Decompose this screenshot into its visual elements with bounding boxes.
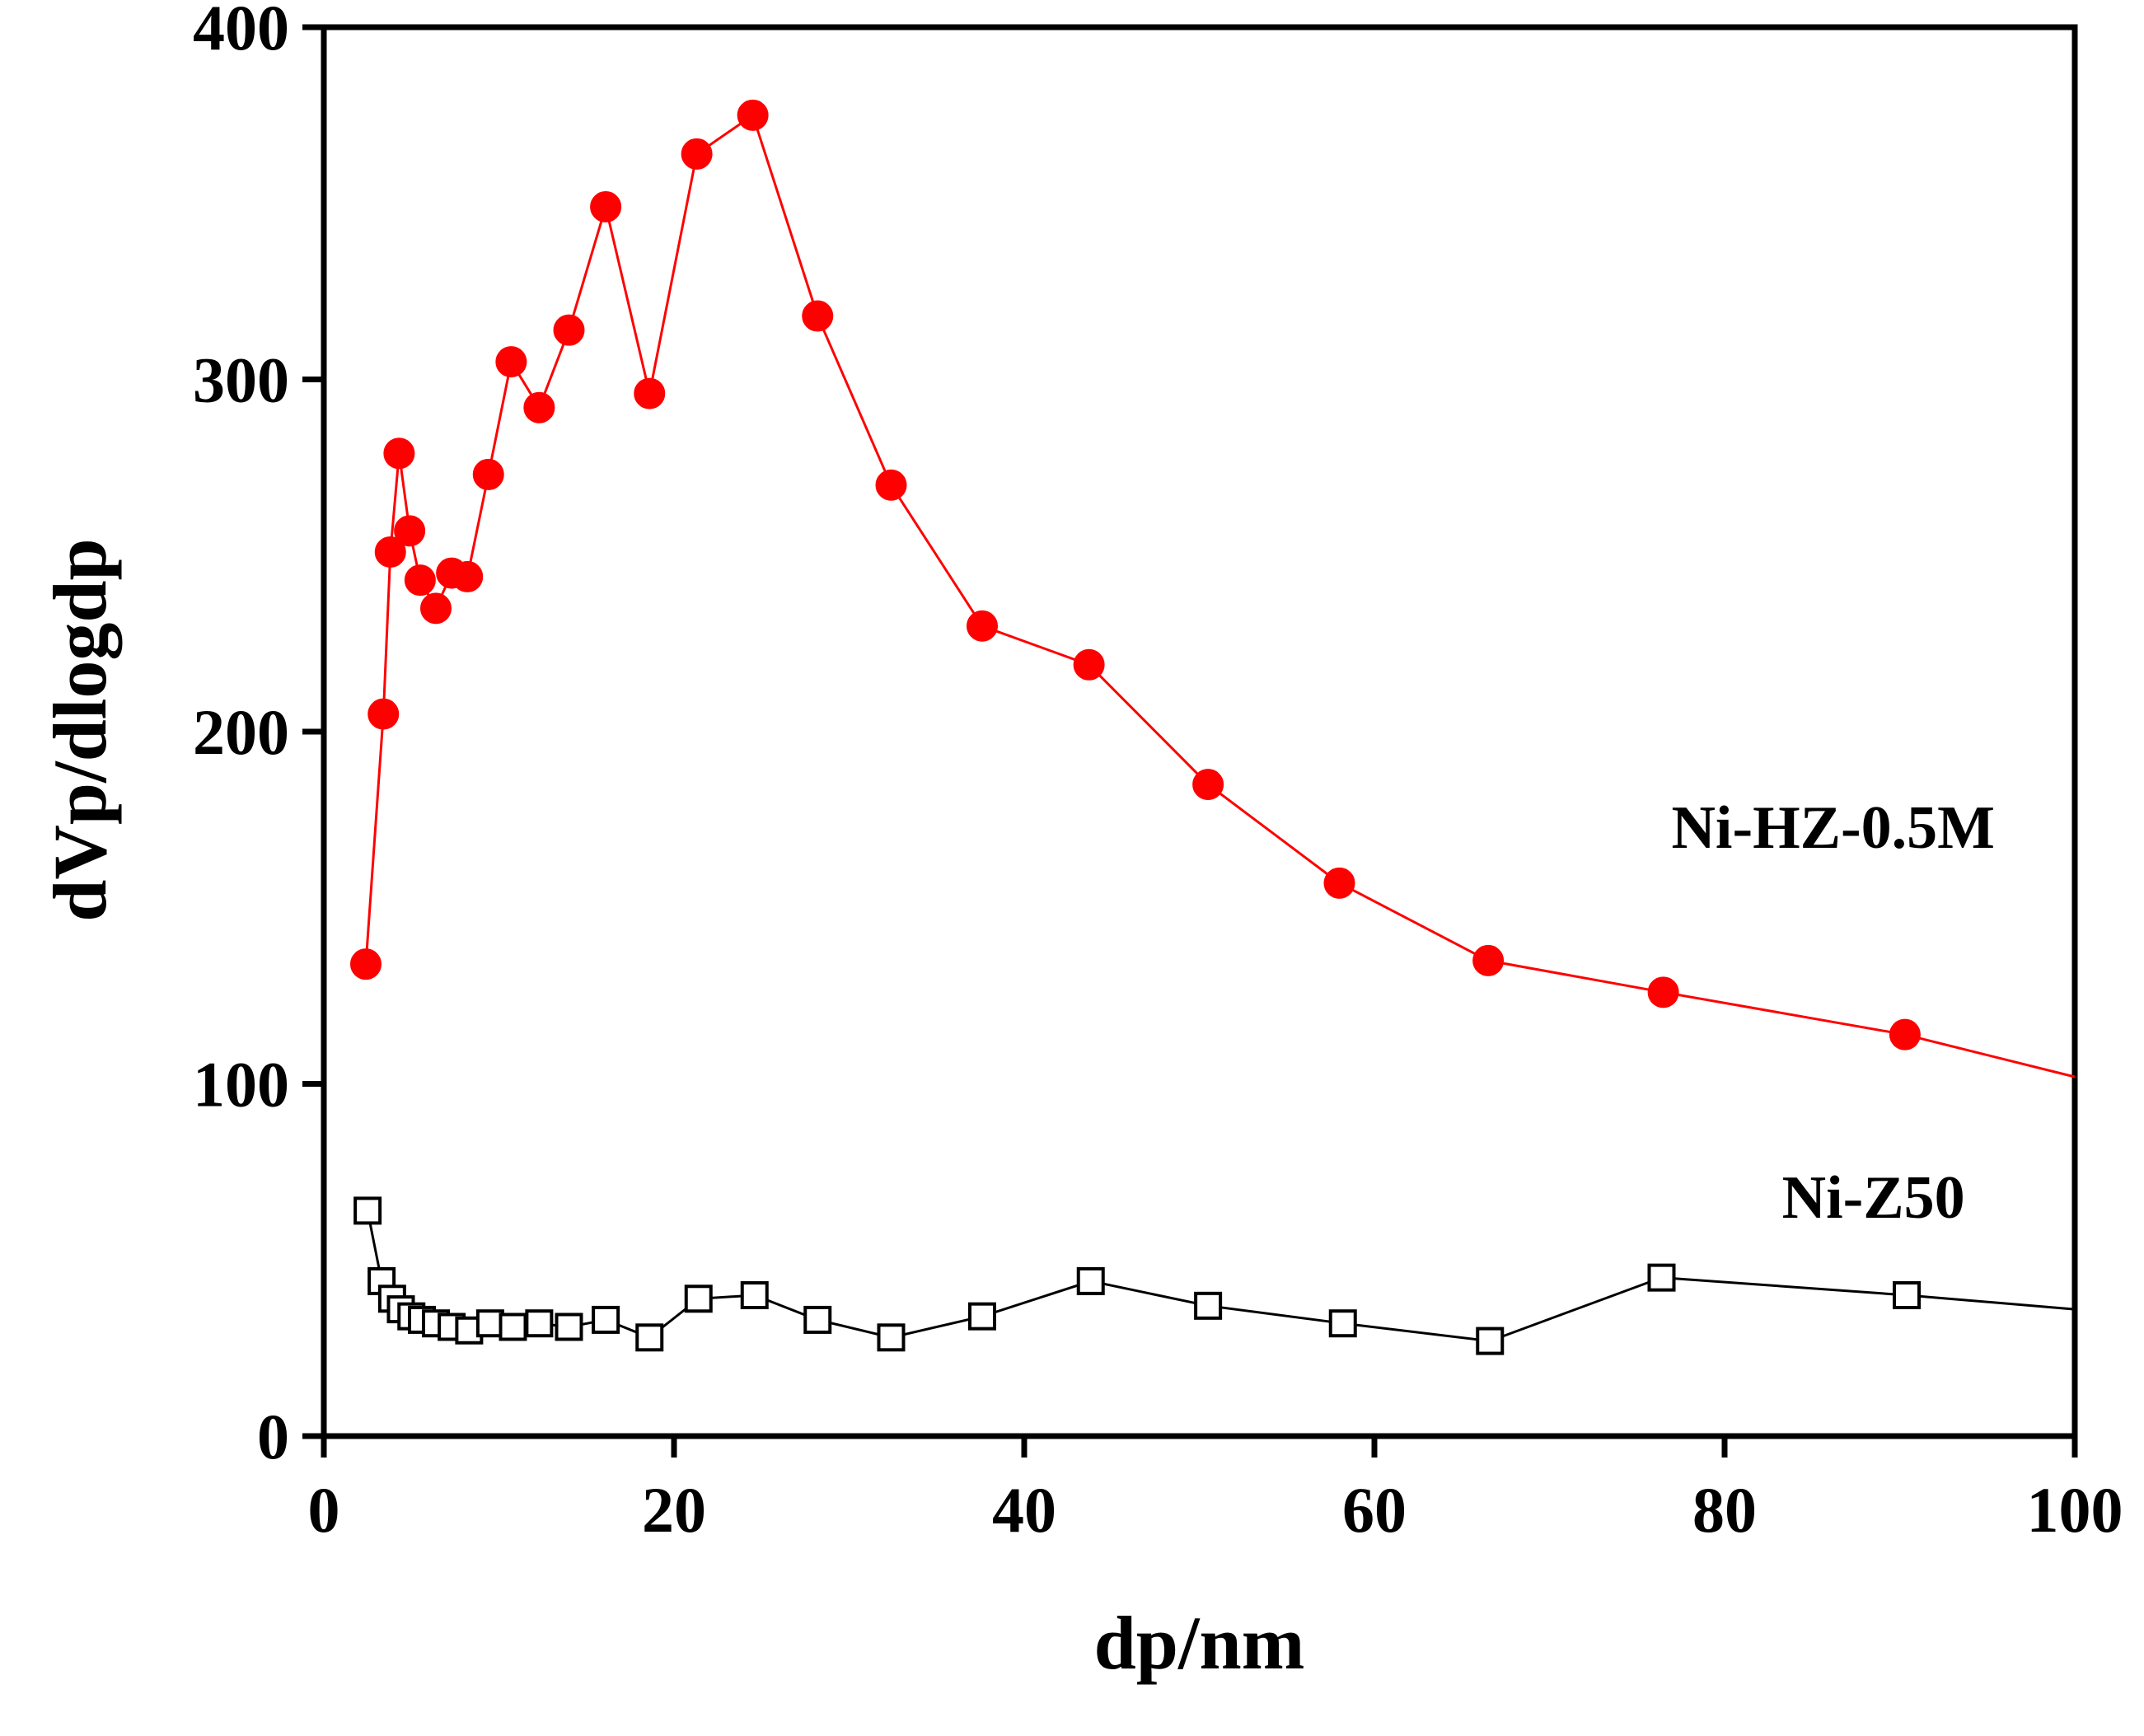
data-point [1076, 1266, 1105, 1295]
y-tick-label: 400 [193, 0, 289, 63]
data-point [353, 1196, 382, 1225]
data-point [1328, 1309, 1357, 1338]
data-point [555, 1313, 583, 1341]
data-point [1647, 1263, 1676, 1292]
y-axis-title: dVp/dlogdp [38, 538, 122, 921]
data-point [740, 1281, 769, 1309]
data-point [803, 1305, 832, 1334]
x-tick-label: 20 [642, 1474, 706, 1546]
y-tick-label: 300 [193, 344, 289, 416]
data-point [802, 300, 834, 332]
data-point [523, 391, 555, 423]
data-point [877, 1323, 906, 1352]
data-point [737, 99, 769, 131]
data-point [374, 536, 406, 568]
y-tick-label: 0 [257, 1401, 289, 1472]
data-point [875, 469, 907, 501]
y-tick-label: 200 [193, 696, 289, 768]
data-point [1194, 1291, 1223, 1320]
data-point [592, 1305, 620, 1334]
data-point [590, 191, 622, 223]
data-point [1647, 976, 1679, 1008]
data-point [475, 1309, 504, 1338]
data-point [967, 610, 998, 642]
data-point [499, 1313, 527, 1341]
x-tick-label: 60 [1342, 1474, 1407, 1546]
data-point [1472, 944, 1505, 976]
data-point [635, 1323, 664, 1352]
data-point [968, 1302, 996, 1331]
data-point [634, 377, 666, 409]
x-tick-label: 100 [2027, 1474, 2123, 1546]
series-label: Ni-HZ-0.5M [1671, 794, 1995, 862]
data-point [681, 138, 713, 170]
x-tick-label: 80 [1692, 1474, 1757, 1546]
series-line [364, 113, 2076, 1079]
data-point [394, 515, 426, 547]
x-axis-title: dp/nm [1094, 1601, 1305, 1685]
data-point [367, 698, 400, 730]
x-tick-label: 0 [308, 1474, 340, 1546]
data-point [525, 1309, 554, 1338]
series-labels: Ni-HZ-0.5M Ni-Z50 [1671, 794, 1995, 1232]
data-point [420, 592, 452, 625]
data-point [1476, 1327, 1505, 1355]
data-point [495, 346, 527, 378]
axes: 0 20 40 60 80 100 0 100 200 300 400 [193, 0, 2123, 1546]
series-label: Ni-Z50 [1782, 1164, 1965, 1232]
data-point [553, 314, 585, 346]
data-point [383, 438, 415, 470]
y-tick-label: 100 [193, 1049, 289, 1121]
series-ni-z50 [353, 1196, 2076, 1355]
data-point [1893, 1281, 1921, 1309]
data-point [1889, 1018, 1921, 1050]
series-layer [350, 99, 2076, 1355]
data-point [404, 564, 436, 597]
data-point [1323, 867, 1355, 899]
series-ni-hz-0-5m [350, 99, 2076, 1079]
data-point [452, 560, 484, 592]
data-point [1073, 648, 1105, 681]
x-tick-label: 40 [992, 1474, 1056, 1546]
data-point [472, 458, 504, 490]
data-point [684, 1284, 713, 1313]
data-point [1192, 769, 1224, 801]
data-point [350, 948, 382, 980]
